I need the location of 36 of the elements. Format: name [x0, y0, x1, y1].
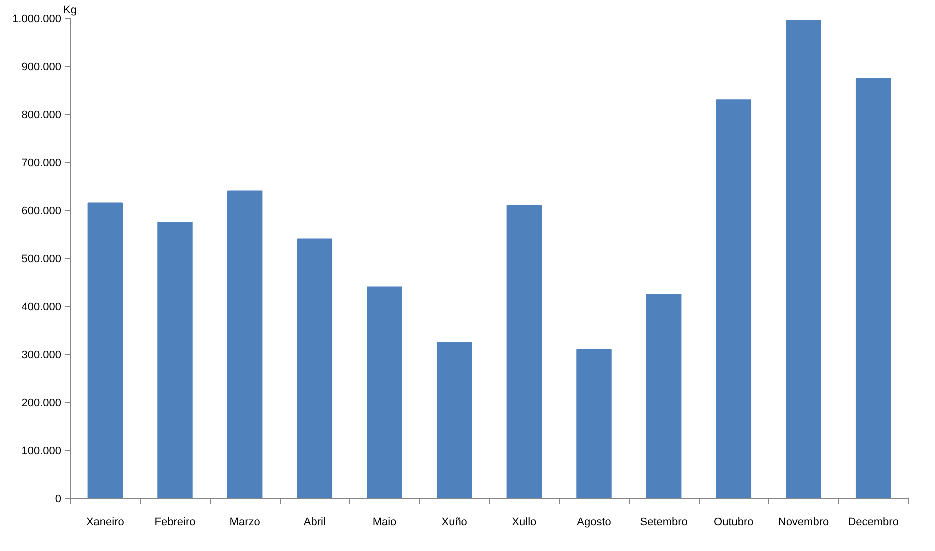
bar	[716, 100, 752, 498]
y-tick-label: 0	[55, 494, 62, 506]
x-tick-label: Xaneiro	[86, 516, 124, 528]
y-tick-label: 900.000	[22, 62, 62, 74]
x-tick-label: Febreiro	[154, 516, 196, 528]
x-tick-label: Outubro	[714, 516, 754, 528]
bar	[856, 78, 892, 498]
x-tick-label: Maio	[372, 516, 397, 528]
bar	[646, 294, 682, 498]
bar	[158, 222, 193, 498]
bar	[88, 202, 124, 498]
y-tick-label: 500.000	[22, 254, 62, 266]
bar	[436, 342, 472, 498]
y-tick-label: 100.000	[22, 446, 62, 458]
y-tick-label: 200.000	[22, 398, 62, 410]
x-tick-label: Decembro	[848, 516, 899, 528]
x-tick-label: Xullo	[512, 516, 537, 528]
bar	[576, 349, 612, 498]
y-tick-label: 700.000	[22, 158, 62, 170]
y-tick-label: 600.000	[22, 206, 62, 218]
bar	[297, 238, 333, 498]
x-tick-label: Agosto	[577, 516, 612, 528]
bar	[227, 190, 263, 498]
x-tick-label: Xuño	[442, 516, 468, 528]
bar	[786, 20, 822, 498]
y-tick-label: 1.000.000	[12, 14, 62, 26]
y-axis-title: Kg	[64, 4, 77, 16]
y-tick-label: 400.000	[22, 302, 62, 314]
y-tick-label: 800.000	[22, 110, 62, 122]
x-tick-label: Abril	[304, 516, 326, 528]
y-tick-label: 300.000	[22, 350, 62, 362]
bar	[367, 286, 402, 498]
x-tick-label: Novembro	[778, 516, 830, 528]
x-tick-label: Setembro	[640, 516, 688, 528]
bar	[506, 205, 542, 498]
x-tick-label: Marzo	[230, 516, 260, 528]
